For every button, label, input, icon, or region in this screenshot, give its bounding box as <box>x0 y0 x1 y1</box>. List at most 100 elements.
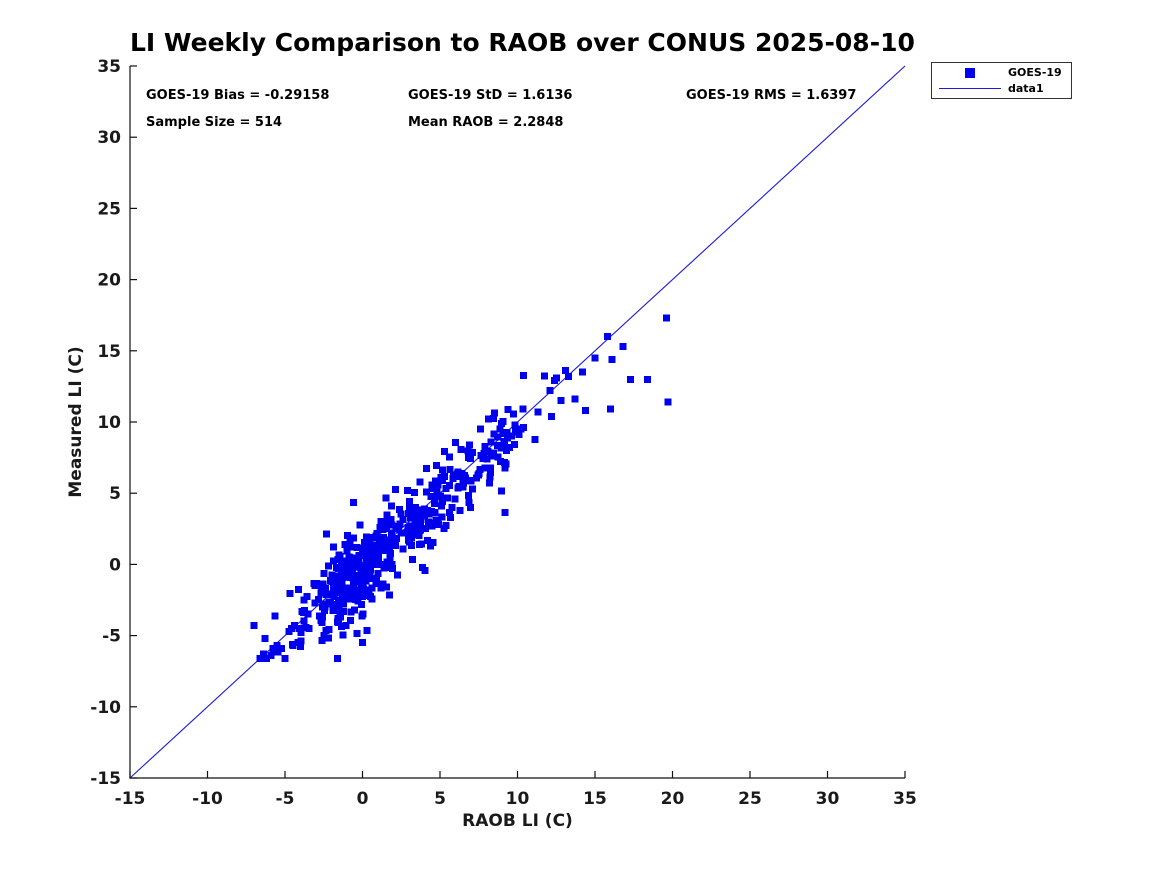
data-point <box>399 516 407 524</box>
data-point <box>345 591 353 599</box>
data-point <box>504 405 512 413</box>
data-point <box>320 570 328 578</box>
data-point <box>329 543 337 551</box>
data-point <box>627 375 635 383</box>
data-point <box>333 654 341 662</box>
data-point <box>294 639 302 646</box>
data-point <box>311 599 319 607</box>
data-point <box>449 471 457 479</box>
scatter-series-goes19 <box>250 314 672 662</box>
data-point <box>343 547 351 555</box>
data-point <box>347 617 355 625</box>
data-point <box>376 547 384 555</box>
data-point <box>434 481 442 489</box>
data-point <box>373 576 381 584</box>
data-point <box>328 577 336 585</box>
x-tick-label: 25 <box>738 789 762 809</box>
data-point <box>438 502 446 510</box>
data-point <box>321 603 329 611</box>
data-point <box>457 446 465 454</box>
data-point <box>358 592 366 600</box>
data-point <box>359 571 366 579</box>
data-point <box>383 511 391 519</box>
data-point <box>511 428 519 436</box>
data-point <box>299 609 307 617</box>
data-point <box>357 581 365 589</box>
data-point <box>644 375 652 383</box>
y-tick-label: 15 <box>97 342 121 362</box>
legend-label: data1 <box>1008 82 1044 95</box>
data-point <box>548 412 556 420</box>
x-tick-label: -5 <box>276 789 295 809</box>
data-point <box>333 564 341 571</box>
data-point <box>339 608 347 615</box>
data-point <box>412 524 420 532</box>
y-tick-label: 35 <box>97 57 121 77</box>
data-point <box>510 410 518 418</box>
data-point <box>458 470 466 478</box>
data-point <box>465 454 473 461</box>
data-point <box>510 441 518 449</box>
data-point <box>417 515 425 523</box>
data-point <box>425 510 433 518</box>
y-tick-label: -5 <box>102 627 121 647</box>
data-point <box>501 464 509 472</box>
data-point <box>397 529 405 537</box>
data-point <box>286 590 294 598</box>
data-point <box>349 585 357 593</box>
data-point <box>432 492 440 500</box>
data-point <box>330 584 337 592</box>
data-point <box>462 474 469 482</box>
data-point <box>353 629 361 637</box>
legend-entry-data1: data1 <box>932 82 1071 96</box>
legend-label: GOES-19 <box>1008 66 1062 79</box>
data-point <box>662 314 670 322</box>
data-point <box>439 497 446 505</box>
data-point <box>440 524 448 532</box>
data-point <box>376 524 384 531</box>
data-point <box>464 447 472 455</box>
data-point <box>411 518 419 526</box>
data-point <box>333 572 340 580</box>
data-point <box>465 499 473 507</box>
x-tick-label: -10 <box>192 789 223 809</box>
x-tick-label: 0 <box>357 789 369 809</box>
data-point <box>357 567 365 575</box>
data-point <box>446 466 454 473</box>
data-point <box>428 481 436 489</box>
data-point <box>391 485 399 493</box>
y-tick-label: 5 <box>109 484 121 504</box>
data-point <box>331 606 339 614</box>
data-point <box>447 514 454 522</box>
data-point <box>342 621 350 629</box>
data-point <box>436 492 444 500</box>
data-point <box>562 367 570 375</box>
data-point <box>519 372 527 380</box>
data-point <box>406 502 414 510</box>
data-point <box>497 487 505 495</box>
data-point <box>320 632 328 639</box>
data-point <box>323 530 331 538</box>
data-point <box>324 562 332 570</box>
data-point <box>337 563 345 571</box>
data-point <box>350 499 358 507</box>
data-point <box>359 610 367 618</box>
data-point <box>571 395 579 403</box>
data-point <box>355 552 363 560</box>
data-point <box>388 502 396 510</box>
data-point <box>330 593 338 601</box>
data-point <box>368 553 375 561</box>
data-point <box>387 550 395 558</box>
data-point <box>383 558 391 566</box>
data-point <box>392 542 400 550</box>
data-point <box>565 372 573 380</box>
data-point <box>405 538 413 546</box>
data-point <box>468 485 476 493</box>
data-point <box>335 602 343 610</box>
data-point <box>424 537 431 545</box>
x-tick-label: 20 <box>661 789 685 809</box>
data-point <box>368 595 376 603</box>
data-point <box>603 333 611 341</box>
data-point <box>305 625 313 633</box>
data-point <box>385 520 393 528</box>
